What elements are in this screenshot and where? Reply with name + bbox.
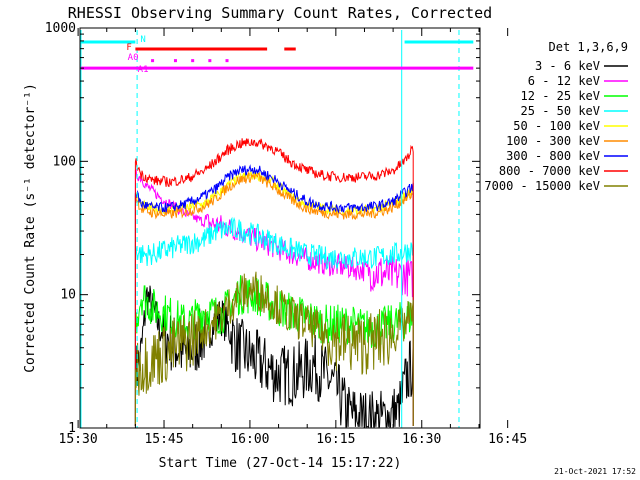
y-tick-label: 10 bbox=[60, 288, 76, 303]
attenuator-a1-dot bbox=[151, 59, 155, 63]
series-line bbox=[134, 285, 414, 428]
flag-label-a1: A1 bbox=[138, 65, 149, 75]
attenuator-a1-dot bbox=[191, 59, 195, 63]
attenuator-a1-dot bbox=[208, 59, 212, 63]
series-25-50-kev bbox=[134, 216, 414, 426]
data-layer bbox=[134, 138, 414, 428]
attenuator-a1-dot bbox=[173, 59, 177, 63]
series-line bbox=[134, 271, 414, 426]
axis-layer: 1 10 100 1000 15:30 15:45 16:00 16:15 16:30 16:45 bbox=[45, 21, 528, 447]
legend-label: 12 - 25 keV bbox=[521, 89, 600, 103]
series-line bbox=[134, 216, 414, 426]
legend-label: 100 - 300 keV bbox=[506, 134, 600, 148]
legend-label: 25 - 50 keV bbox=[521, 104, 600, 118]
x-tick-label: 15:45 bbox=[144, 432, 183, 447]
x-tick-label: 16:45 bbox=[488, 432, 527, 447]
x-tick-label: 16:00 bbox=[230, 432, 269, 447]
x-axis-label: Start Time (27-Oct-14 15:17:22) bbox=[159, 456, 402, 471]
series-line bbox=[134, 138, 414, 426]
series-3-6-kev bbox=[134, 285, 414, 428]
y-tick-label: 1 bbox=[68, 421, 76, 436]
legend-label: 3 - 6 keV bbox=[535, 59, 600, 73]
legend-label: 50 - 100 keV bbox=[513, 119, 600, 133]
legend-label: 300 - 800 keV bbox=[506, 149, 600, 163]
series-300-800-kev bbox=[134, 164, 414, 426]
plot-frame bbox=[79, 27, 481, 429]
flag-label-a0: A0 bbox=[128, 53, 139, 63]
x-tick-label: 15:30 bbox=[59, 432, 98, 447]
chart-title: RHESSI Observing Summary Count Rates, Co… bbox=[68, 4, 492, 22]
series-100-300-kev bbox=[134, 170, 414, 426]
legend-label: 6 - 12 keV bbox=[528, 74, 600, 88]
series-line bbox=[134, 164, 414, 426]
legend-title: Det 1,3,6,9 bbox=[549, 40, 628, 54]
y-tick-label: 1000 bbox=[45, 21, 76, 36]
series-800-7000-kev bbox=[134, 138, 414, 426]
x-tick-label: 16:15 bbox=[316, 432, 355, 447]
flag-label-f: F bbox=[126, 43, 131, 53]
flag-label-n: N bbox=[140, 35, 145, 45]
series-line bbox=[134, 170, 414, 426]
y-axis-label: Corrected Count Rate (s⁻¹ detector⁻¹) bbox=[23, 83, 38, 373]
legend-label: 800 - 7000 keV bbox=[499, 164, 600, 178]
series-7000-15000-kev bbox=[134, 271, 414, 426]
x-tick-label: 16:30 bbox=[402, 432, 441, 447]
legend-label: 7000 - 15000 keV bbox=[484, 179, 600, 193]
attenuator-a1-dot bbox=[225, 59, 229, 63]
y-tick-label: 100 bbox=[53, 154, 76, 169]
timestamp: 21-Oct-2021 17:52 bbox=[554, 467, 636, 476]
